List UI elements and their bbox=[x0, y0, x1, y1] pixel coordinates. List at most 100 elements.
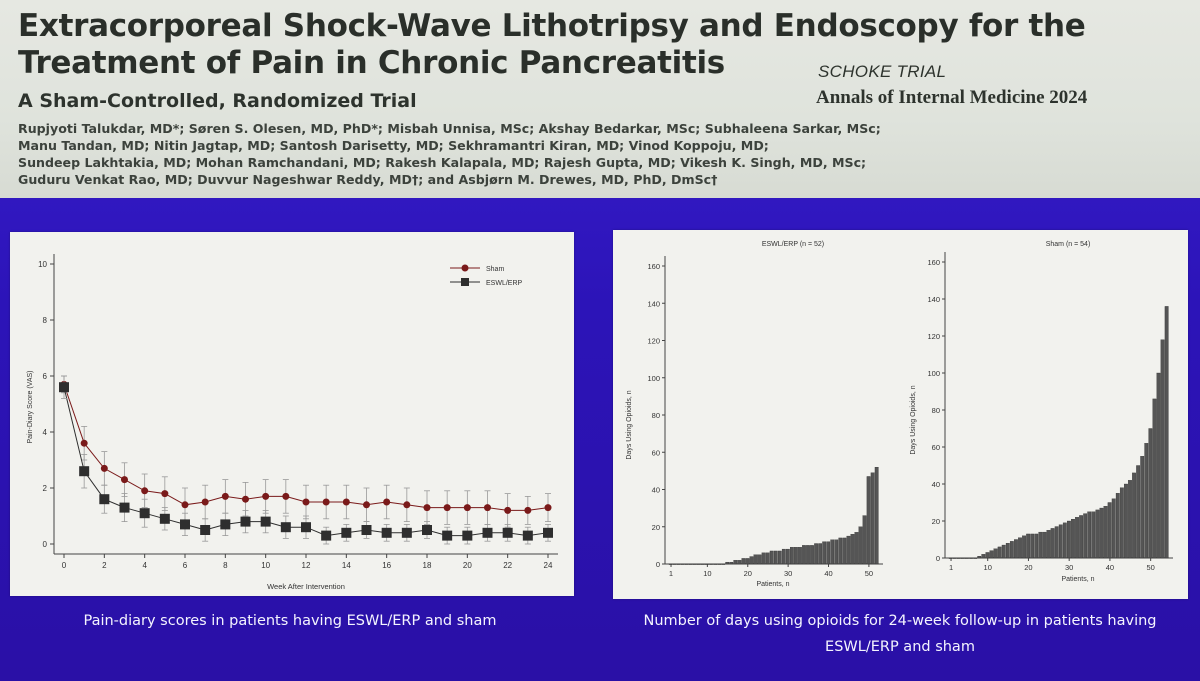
bar bbox=[834, 539, 839, 565]
series-eswl bbox=[59, 375, 553, 545]
sham-x-axis-label: Patients, n bbox=[1061, 576, 1094, 583]
data-point bbox=[201, 498, 209, 506]
eswl-opioid-chart: ESWL/ERP (n = 52) Days Using Opioids, n … bbox=[626, 241, 883, 588]
bar bbox=[1042, 531, 1047, 559]
x-tick-label: 20 bbox=[1024, 563, 1032, 572]
bar bbox=[697, 563, 701, 565]
bar bbox=[693, 563, 697, 565]
x-ticks: 0 2 4 6 8 10 12 14 16 18 20 22 24 bbox=[62, 554, 553, 570]
bar bbox=[1005, 543, 1010, 559]
y-tick-label: 160 bbox=[647, 262, 660, 271]
bar bbox=[993, 548, 998, 559]
author-list: Rupjyoti Talukdar, MD*; Søren S. Olesen,… bbox=[18, 120, 1193, 188]
subtitle: A Sham-Controlled, Randomized Trial bbox=[18, 90, 417, 112]
bar bbox=[1111, 498, 1116, 559]
data-point bbox=[139, 508, 150, 519]
x-tick-label: 20 bbox=[463, 561, 472, 570]
bar bbox=[676, 563, 681, 565]
bar bbox=[985, 552, 990, 559]
bar bbox=[1009, 541, 1014, 559]
x-tick-label: 40 bbox=[824, 569, 832, 578]
bar bbox=[733, 560, 738, 565]
bar bbox=[977, 555, 982, 559]
data-point bbox=[59, 382, 69, 393]
pain-score-chart-panel: 0 2 4 6 8 10 0 2 4 6 8 10 12 14 16 18 20 22 24 Pain-Diary… bbox=[10, 232, 574, 596]
bar bbox=[1156, 372, 1161, 559]
y-tick-label: 60 bbox=[932, 443, 940, 452]
data-point bbox=[119, 502, 130, 513]
bar bbox=[1030, 533, 1035, 559]
data-point bbox=[423, 504, 431, 512]
bar bbox=[1038, 531, 1043, 559]
bar bbox=[729, 561, 734, 565]
data-point bbox=[280, 522, 291, 533]
data-point bbox=[240, 516, 251, 527]
bar bbox=[1087, 511, 1092, 559]
legend-eswl-label: ESWL/ERP bbox=[486, 280, 523, 287]
bar bbox=[818, 543, 823, 565]
bar bbox=[709, 563, 713, 565]
x-tick-label: 6 bbox=[183, 561, 188, 570]
data-point bbox=[361, 525, 372, 535]
journal-name: Annals of Internal Medicine 2024 bbox=[816, 87, 1088, 108]
bar bbox=[1136, 465, 1141, 559]
bar bbox=[802, 545, 806, 565]
bar bbox=[1148, 428, 1153, 559]
y-tick-label: 0 bbox=[656, 560, 660, 569]
y-tick-label: 0 bbox=[936, 554, 940, 563]
bar bbox=[1050, 528, 1055, 559]
y-tick-label: 100 bbox=[927, 369, 940, 378]
x-tick-label: 4 bbox=[142, 561, 147, 570]
bar bbox=[842, 537, 847, 565]
data-point bbox=[159, 513, 170, 524]
bar bbox=[1026, 533, 1031, 559]
x-tick-label: 14 bbox=[342, 561, 351, 570]
bar bbox=[1066, 520, 1071, 559]
eswl-y-axis-label: Days Using Opioids, n bbox=[626, 390, 633, 459]
x-tick-label: 18 bbox=[423, 561, 432, 570]
bar bbox=[969, 557, 973, 559]
data-point bbox=[161, 490, 169, 498]
bar bbox=[1034, 533, 1039, 559]
data-point bbox=[181, 501, 189, 509]
bar bbox=[858, 526, 863, 565]
bar bbox=[1054, 526, 1059, 559]
data-point bbox=[282, 492, 290, 500]
y-tick-label: 120 bbox=[927, 332, 940, 341]
author-line: Rupjyoti Talukdar, MD*; Søren S. Olesen,… bbox=[18, 121, 881, 136]
caption-pain-scores: Pain-diary scores in patients having ESW… bbox=[83, 613, 497, 629]
trial-name: SCHOKE TRIAL bbox=[818, 62, 947, 81]
data-point bbox=[80, 439, 88, 447]
bar bbox=[785, 548, 790, 565]
x-tick-label: 22 bbox=[503, 561, 512, 570]
data-point bbox=[79, 466, 90, 477]
x-tick-label: 12 bbox=[302, 561, 311, 570]
bar bbox=[672, 563, 677, 565]
bar bbox=[1124, 483, 1128, 559]
bar bbox=[1095, 509, 1100, 559]
x-tick-label: 10 bbox=[261, 561, 270, 570]
x-tick-label: 20 bbox=[744, 569, 752, 578]
bar bbox=[870, 472, 875, 565]
data-point bbox=[302, 498, 310, 506]
data-point bbox=[502, 527, 513, 538]
y-tick-label: 100 bbox=[647, 374, 660, 383]
bar bbox=[1001, 544, 1006, 559]
bar bbox=[1160, 339, 1165, 559]
data-point bbox=[363, 501, 370, 509]
x-tick-label: 0 bbox=[62, 561, 67, 570]
data-point bbox=[462, 530, 473, 541]
bar bbox=[741, 558, 746, 565]
y-tick-label: 40 bbox=[932, 480, 940, 489]
data-point bbox=[242, 495, 249, 503]
data-point bbox=[442, 530, 453, 541]
bar bbox=[705, 563, 709, 565]
bar bbox=[753, 554, 758, 565]
bar bbox=[1128, 480, 1132, 559]
data-point bbox=[341, 527, 352, 538]
bar bbox=[830, 539, 835, 565]
data-point bbox=[200, 525, 211, 535]
y-tick-label: 20 bbox=[652, 523, 660, 532]
opioid-days-charts: ESWL/ERP (n = 52) Days Using Opioids, n … bbox=[626, 241, 1173, 588]
y-tick-label: 4 bbox=[43, 428, 48, 437]
